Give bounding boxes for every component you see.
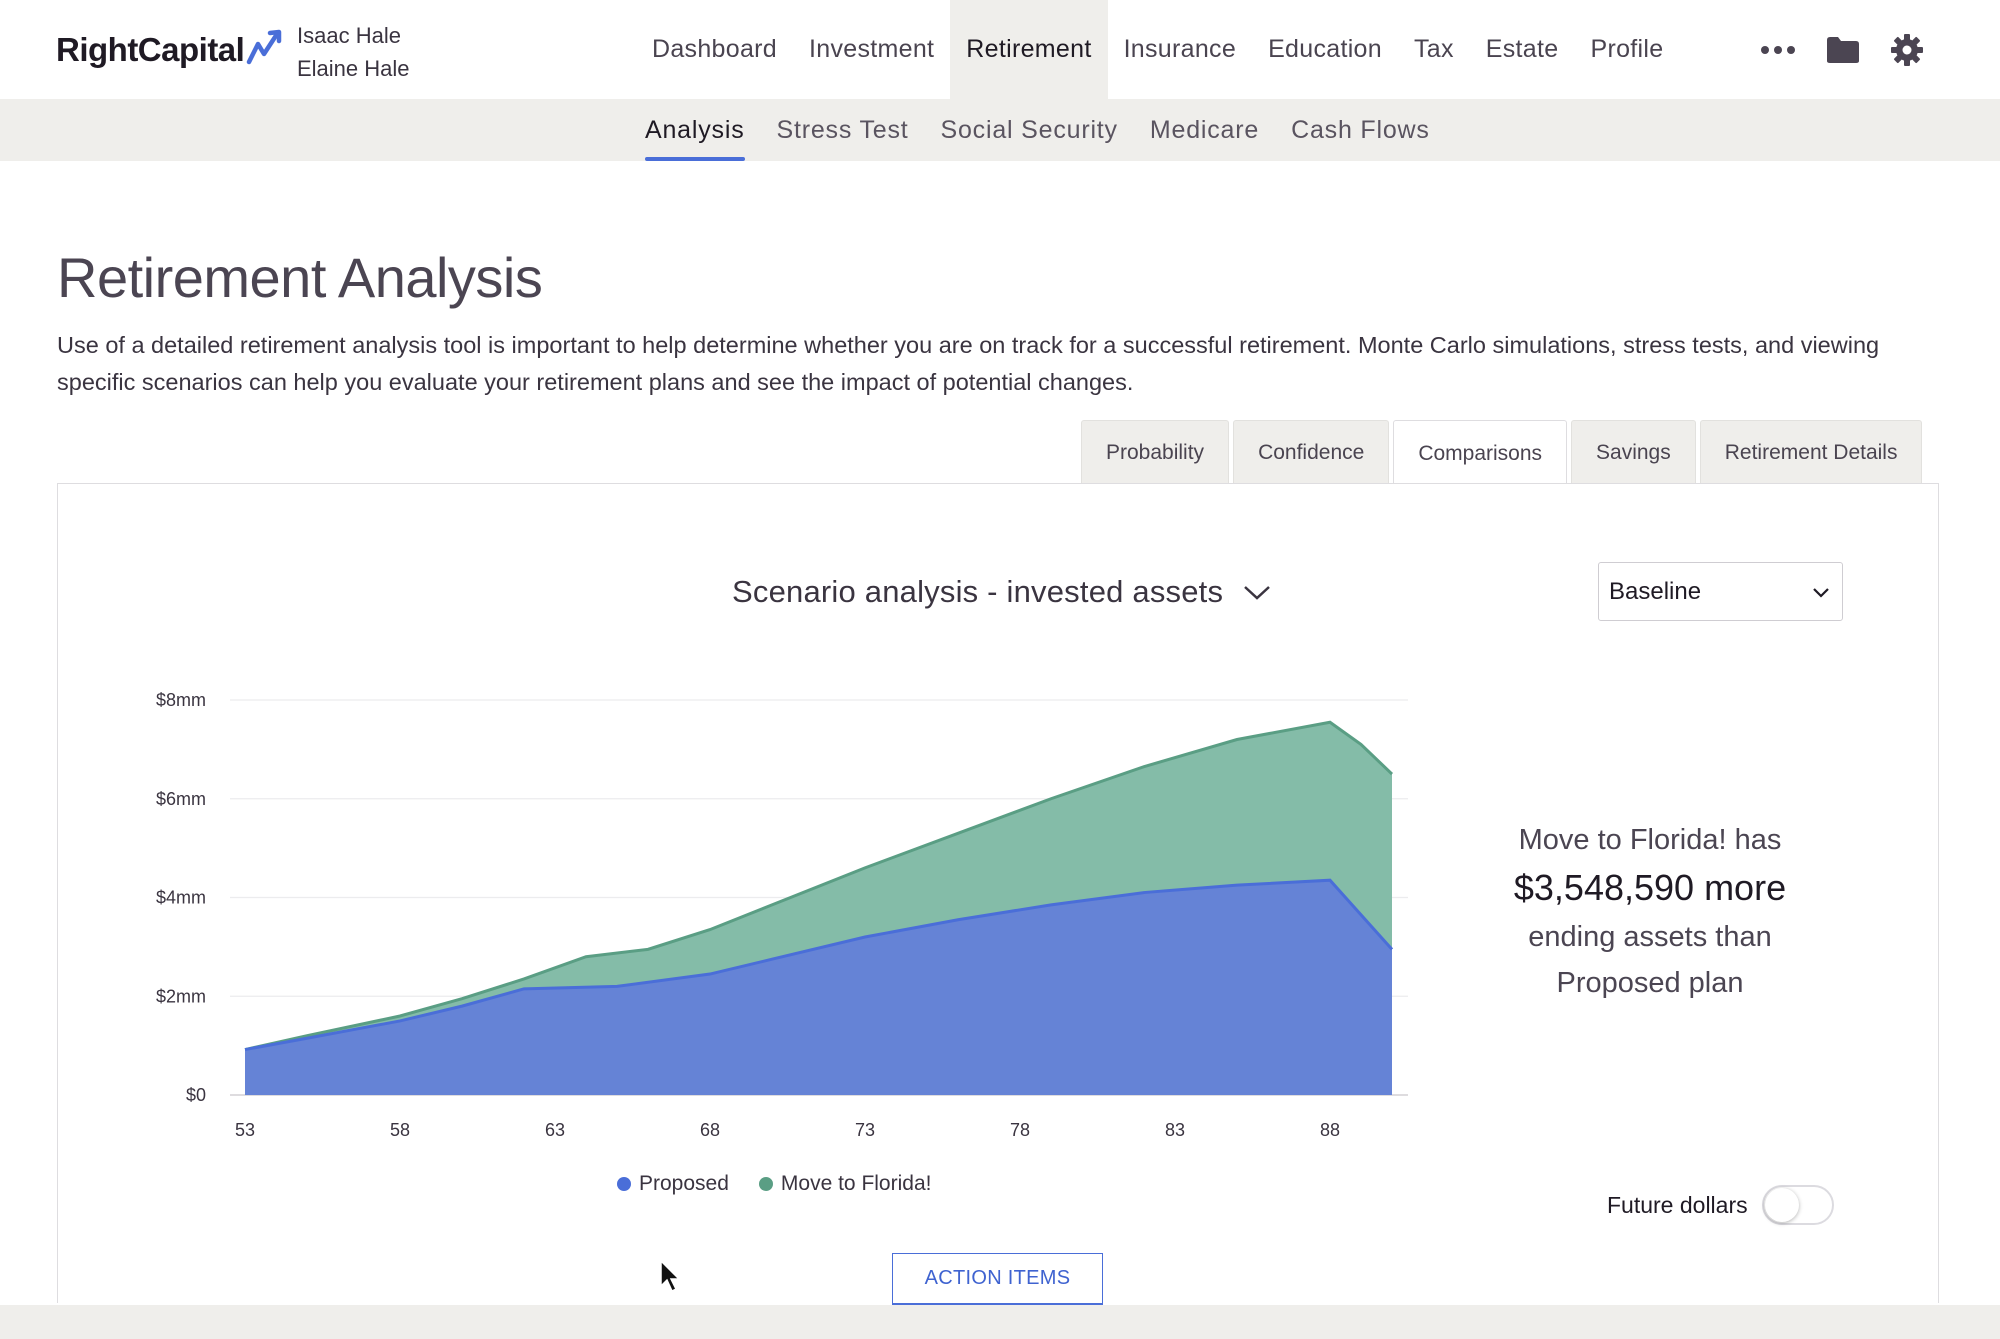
chevron-down-icon bbox=[1812, 578, 1830, 606]
nav-estate[interactable]: Estate bbox=[1485, 35, 1559, 63]
x-tick-label: 63 bbox=[545, 1120, 565, 1140]
bottom-strip bbox=[0, 1305, 2000, 1339]
scenario-select-value: Baseline bbox=[1609, 577, 1702, 605]
y-tick-label: $8mm bbox=[156, 690, 206, 710]
page-title: Retirement Analysis bbox=[57, 246, 543, 309]
subnav-social-security[interactable]: Social Security bbox=[940, 115, 1118, 144]
chevron-down-icon bbox=[1243, 574, 1271, 610]
comparison-summary: Move to Florida! has $3,548,590 more end… bbox=[1430, 818, 1870, 1006]
sub-navigation-bar: Analysis Stress Test Social Security Med… bbox=[0, 99, 2000, 161]
subnav-cash-flows[interactable]: Cash Flows bbox=[1291, 115, 1430, 144]
chart-view-dropdown[interactable]: Scenario analysis - invested assets bbox=[732, 574, 1271, 610]
invested-assets-chart: $0 $2mm $4mm $6mm $8mm 53 58 63 68 73 78 83 88 bbox=[156, 690, 1408, 1140]
summary-line-3: ending assets than bbox=[1528, 921, 1772, 953]
chart-title: Scenario analysis - invested assets bbox=[732, 574, 1224, 609]
nav-tax[interactable]: Tax bbox=[1413, 35, 1454, 63]
subnav-stress-test[interactable]: Stress Test bbox=[776, 115, 909, 144]
y-tick-label: $4mm bbox=[156, 888, 206, 908]
legend-item-florida[interactable]: Move to Florida! bbox=[758, 1172, 932, 1196]
summary-line-4: Proposed plan bbox=[1556, 967, 1744, 999]
x-tick-label: 88 bbox=[1320, 1120, 1340, 1140]
nav-dashboard[interactable]: Dashboard bbox=[652, 35, 778, 63]
client-name-spouse: Elaine Hale bbox=[297, 56, 410, 81]
gear-icon[interactable] bbox=[1890, 33, 1924, 67]
nav-investment[interactable]: Investment bbox=[809, 35, 935, 63]
top-icons bbox=[1760, 0, 1924, 99]
legend-label-proposed: Proposed bbox=[639, 1172, 729, 1195]
future-dollars-toggle[interactable] bbox=[1761, 1185, 1834, 1225]
series-area-proposed bbox=[245, 880, 1392, 1095]
client-name-primary: Isaac Hale bbox=[297, 23, 401, 48]
page-description: Use of a detailed retirement analysis to… bbox=[57, 332, 1880, 395]
series-line-proposed bbox=[244, 878, 1394, 1052]
legend-dot-proposed bbox=[617, 1177, 631, 1191]
summary-line-1: Move to Florida! has bbox=[1518, 824, 1782, 856]
more-icon[interactable] bbox=[1760, 45, 1796, 55]
tab-probability[interactable]: Probability bbox=[1081, 420, 1230, 484]
tab-comparisons[interactable]: Comparisons bbox=[1393, 420, 1568, 486]
folder-icon[interactable] bbox=[1826, 36, 1860, 64]
legend-item-proposed[interactable]: Proposed bbox=[617, 1172, 729, 1196]
mouse-cursor-icon bbox=[660, 1260, 681, 1293]
legend-label-florida: Move to Florida! bbox=[780, 1172, 932, 1195]
logo-text: RightCapital bbox=[56, 30, 245, 68]
action-items-button[interactable]: ACTION ITEMS bbox=[892, 1253, 1103, 1311]
future-dollars-control: Future dollars bbox=[1607, 1185, 1834, 1225]
tab-confidence[interactable]: Confidence bbox=[1233, 420, 1390, 484]
top-navigation-bar: RightCapital Isaac Hale Elaine Hale Dash… bbox=[0, 0, 2000, 99]
y-tick-label: $0 bbox=[186, 1085, 206, 1105]
sub-nav: Analysis Stress Test Social Security Med… bbox=[629, 99, 1446, 161]
scenario-select[interactable]: Baseline bbox=[1598, 562, 1843, 621]
nav-insurance[interactable]: Insurance bbox=[1123, 35, 1237, 63]
legend-dot-florida bbox=[758, 1177, 773, 1191]
analysis-tabs: Probability Confidence Comparisons Savin… bbox=[1081, 420, 1923, 486]
y-tick-label: $2mm bbox=[156, 986, 206, 1006]
subnav-medicare[interactable]: Medicare bbox=[1149, 115, 1260, 144]
tab-savings[interactable]: Savings bbox=[1571, 420, 1696, 484]
x-tick-label: 78 bbox=[1010, 1120, 1030, 1140]
x-tick-label: 83 bbox=[1165, 1120, 1185, 1140]
nav-retirement[interactable]: Retirement bbox=[950, 0, 1108, 99]
tab-retirement-details[interactable]: Retirement Details bbox=[1699, 420, 1923, 484]
client-names[interactable]: Isaac Hale Elaine Hale bbox=[297, 19, 410, 85]
x-tick-label: 73 bbox=[855, 1120, 875, 1140]
series-line-move-to-florida bbox=[244, 720, 1394, 1052]
y-tick-label: $6mm bbox=[156, 789, 206, 809]
subnav-analysis[interactable]: Analysis bbox=[629, 99, 761, 161]
x-tick-label: 68 bbox=[700, 1120, 720, 1140]
future-dollars-label: Future dollars bbox=[1607, 1191, 1748, 1218]
x-tick-label: 58 bbox=[390, 1120, 410, 1140]
x-tick-label: 53 bbox=[235, 1120, 255, 1140]
app-logo[interactable]: RightCapital bbox=[56, 28, 286, 71]
main-nav: Dashboard Investment Retirement Insuranc… bbox=[636, 0, 1679, 99]
chart-legend: Proposed Move to Florida! bbox=[617, 1172, 931, 1196]
nav-profile[interactable]: Profile bbox=[1590, 35, 1664, 63]
logo-arrow-icon bbox=[246, 28, 286, 71]
nav-education[interactable]: Education bbox=[1268, 35, 1382, 63]
summary-amount: $3,548,590 more bbox=[1513, 867, 1787, 908]
